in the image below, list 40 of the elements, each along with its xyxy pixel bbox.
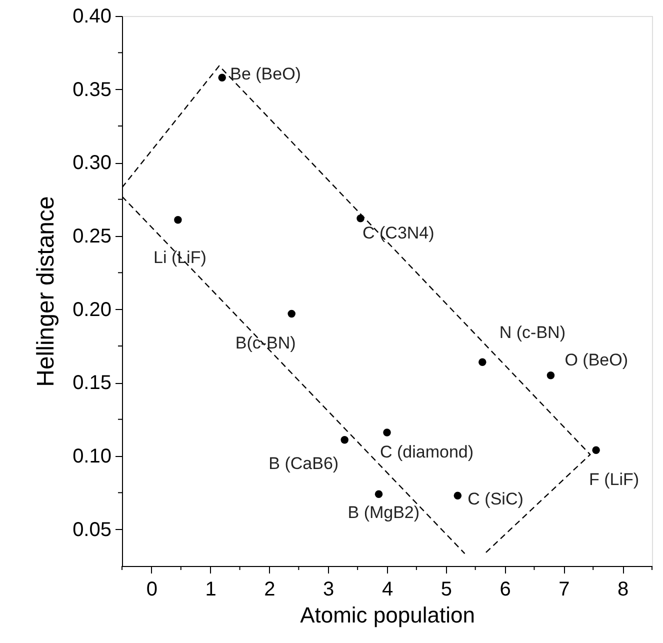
annotation: F (LiF): [589, 470, 640, 490]
point: [592, 446, 600, 454]
point: [383, 428, 391, 436]
point: [288, 310, 296, 318]
x-tick-label: 1: [205, 578, 216, 600]
x-tick-label: 3: [323, 578, 334, 600]
annotation: O (BeO): [564, 350, 628, 370]
y-axis-title: Hellinger distance: [32, 196, 60, 387]
x-tick-label: 2: [264, 578, 276, 600]
annotation: N (c-BN): [499, 323, 566, 342]
x-tick-label: 6: [500, 578, 511, 600]
x-tick-label: 0: [146, 578, 158, 600]
y-tick-label: 0.25: [72, 226, 112, 248]
x-tick-label: 8: [617, 578, 629, 600]
point: [218, 74, 226, 82]
point: [374, 490, 383, 498]
annotation: C (diamond): [380, 442, 474, 462]
x-axis-title: Atomic population: [300, 602, 475, 628]
annotation: B (MgB2): [348, 503, 420, 522]
y-tick-label: 0.30: [72, 152, 112, 174]
y-tick-label: 0.15: [72, 372, 112, 394]
annotation: C (C3N4): [362, 223, 434, 242]
y-tick-label: 0.20: [72, 298, 112, 321]
y-tick-label: 0.40: [72, 6, 112, 28]
annotation: C (SiC): [468, 490, 524, 509]
point: [546, 371, 555, 380]
y-tick-label: 0.35: [72, 78, 112, 101]
x-tick-label: 4: [382, 578, 394, 600]
y-tick-label: 0.05: [72, 518, 112, 541]
y-tick-label: 0.10: [72, 446, 112, 468]
point: [340, 436, 348, 444]
point: [454, 492, 462, 500]
annotation: Li (LiF): [153, 248, 206, 267]
x-tick-label: 5: [440, 578, 452, 600]
annotation: B (CaB6): [268, 454, 339, 473]
annotation: Be (BeO): [230, 64, 301, 84]
point: [478, 358, 486, 366]
point: [174, 216, 182, 224]
x-tick-label: 7: [558, 578, 570, 600]
annotation: B(c-BN): [235, 334, 296, 353]
